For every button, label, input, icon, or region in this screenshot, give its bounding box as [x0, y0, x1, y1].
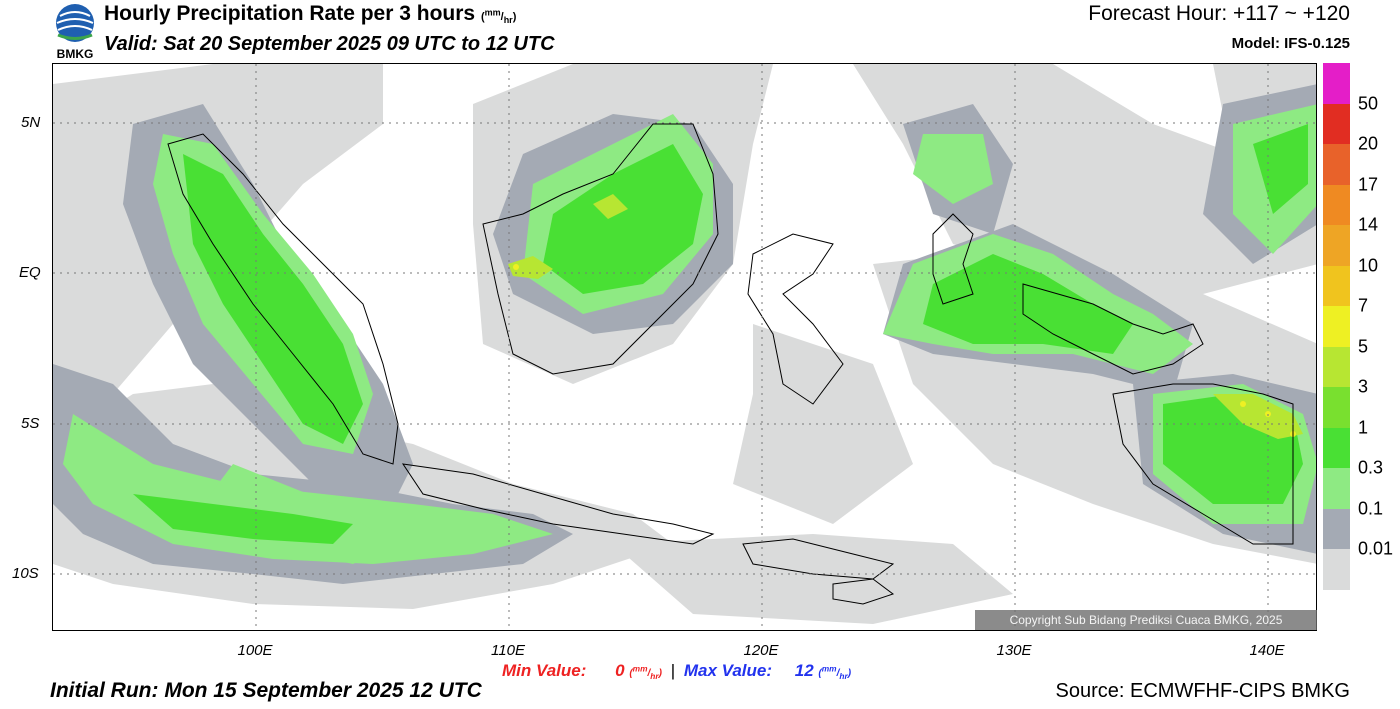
- max-unit: (mm/hr): [818, 663, 852, 681]
- lon-label-130e: 130E: [996, 642, 1032, 659]
- precipitation-map[interactable]: [52, 63, 1317, 631]
- colorbar-swatch: [1323, 306, 1350, 347]
- colorbar-label: 0.1: [1358, 498, 1384, 519]
- lat-label-5s: 5S: [21, 415, 40, 432]
- colorbar-swatch: [1323, 144, 1350, 185]
- max-label: Max Value:: [683, 661, 773, 680]
- colorbar-swatch: [1323, 103, 1350, 145]
- rain-layer-3: [508, 194, 1303, 439]
- colorbar-swatch: [1323, 468, 1350, 509]
- colorbar-label: 0.3: [1358, 457, 1384, 478]
- forecast-hour: Forecast Hour: +117 ~ +120: [1088, 2, 1350, 25]
- min-label: Min Value:: [502, 661, 587, 680]
- lat-label-eq: EQ: [19, 264, 41, 281]
- min-max-values: Min Value: 0 (mm/hr) | Max Value: 12 (mm…: [502, 661, 851, 681]
- min-unit: (mm/hr): [629, 663, 662, 681]
- colorbar-swatch: [1323, 225, 1350, 266]
- copyright-notice: Copyright Sub Bidang Prediksi Cuaca BMKG…: [975, 610, 1317, 630]
- colorbar-swatch: [1323, 549, 1350, 590]
- initial-run: Initial Run: Mon 15 September 2025 12 UT…: [50, 679, 482, 702]
- max-value: 12: [794, 661, 814, 680]
- svg-text:BMKG: BMKG: [57, 47, 94, 60]
- lon-label-100e: 100E: [237, 642, 273, 659]
- colorbar-swatch: [1323, 265, 1350, 307]
- lat-label-5n: 5N: [21, 114, 41, 131]
- map-canvas: [53, 64, 1316, 630]
- colorbar-label: 10: [1358, 255, 1379, 276]
- colorbar-label: 20: [1358, 133, 1379, 154]
- colorbar-swatch: [1323, 346, 1350, 388]
- chart-title: Hourly Precipitation Rate per 3 hours (m…: [104, 2, 516, 26]
- colorbar-label: 1: [1358, 417, 1369, 438]
- graticule: [53, 64, 1316, 630]
- valid-time: Valid: Sat 20 September 2025 09 UTC to 1…: [104, 33, 555, 55]
- colorbar-label: 3: [1358, 376, 1369, 397]
- bmkg-logo: BMKG: [52, 2, 98, 61]
- lon-label-110e: 110E: [491, 642, 525, 659]
- colorbar-label: 14: [1358, 214, 1379, 235]
- min-value: 0: [615, 661, 625, 680]
- separator: |: [670, 661, 676, 680]
- lon-label-140e: 140E: [1249, 642, 1285, 659]
- colorbar-swatch: [1323, 63, 1350, 104]
- colorbar-swatch: [1323, 184, 1350, 226]
- colorbar-swatch: [1323, 387, 1350, 428]
- colorbar-label: 50: [1358, 93, 1379, 114]
- lon-label-120e: 120E: [743, 642, 779, 659]
- colorbar-label: 0.01: [1358, 538, 1394, 559]
- colorbar: [1323, 63, 1350, 590]
- model-name: Model: IFS-0.125: [1231, 35, 1350, 52]
- colorbar-label: 7: [1358, 295, 1369, 316]
- colorbar-swatch: [1323, 427, 1350, 469]
- coastlines: [167, 123, 1294, 605]
- colorbar-label: 17: [1358, 174, 1379, 195]
- lat-label-10s: 10S: [12, 565, 39, 582]
- colorbar-swatch: [1323, 508, 1350, 550]
- title-text: Hourly Precipitation Rate per 3 hours: [104, 2, 476, 25]
- data-source: Source: ECMWFHF-CIPS BMKG: [1055, 680, 1350, 702]
- title-unit: (mm/hr): [480, 7, 517, 26]
- colorbar-label: 5: [1358, 336, 1369, 357]
